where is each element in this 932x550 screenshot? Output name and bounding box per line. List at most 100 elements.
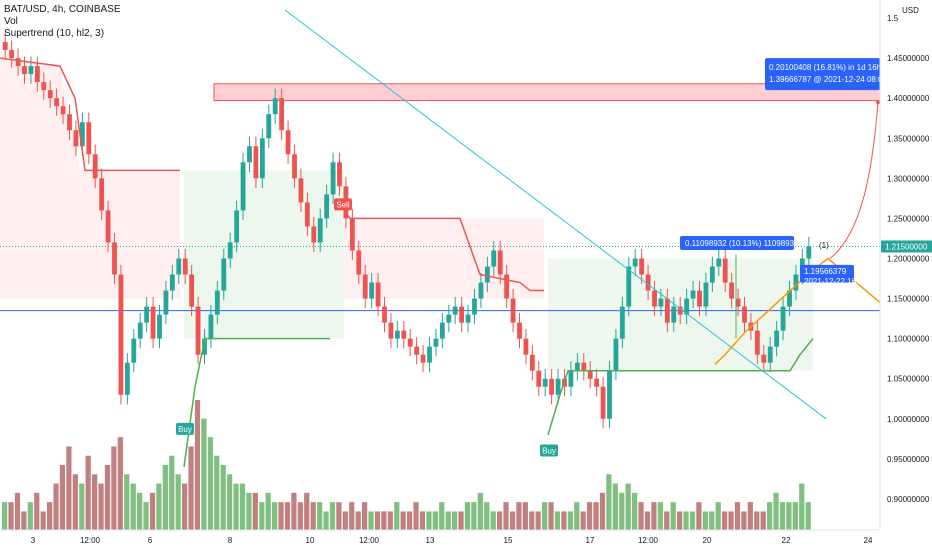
measure-tag-line1: 0.11098932 (10.13%) 11098932: [685, 239, 799, 248]
candle-body: [54, 98, 60, 107]
volume-bar: [612, 483, 618, 530]
supertrend-down-line-1: [0, 57, 180, 172]
volume-bar: [117, 437, 123, 530]
candle-body: [105, 210, 111, 243]
volume-bar: [175, 474, 181, 530]
y-tick-label: 1.45000000: [887, 54, 930, 63]
candle-body: [574, 362, 580, 371]
volume-bar: [220, 465, 226, 530]
volume-bar: [349, 502, 355, 530]
x-tick-label: 17: [586, 536, 595, 545]
candle-body: [163, 290, 169, 315]
volume-bar: [619, 492, 625, 530]
candle-body: [504, 274, 510, 299]
candle-body: [806, 246, 812, 259]
candle-body: [735, 298, 741, 307]
sell-signal-label: Sell: [336, 200, 350, 209]
candle-body: [478, 282, 484, 299]
candle-body: [259, 138, 265, 179]
candle-body: [131, 338, 137, 363]
volume-bar: [593, 502, 599, 530]
buy-signal-1-bg: [176, 422, 194, 435]
candle-body: [716, 258, 722, 267]
volume-bar: [651, 502, 657, 530]
candle-body: [362, 274, 368, 299]
y-tick-label: 1.05000000: [887, 375, 930, 384]
chart-legend: BAT/USD, 4h, COINBASE Vol Supertrend (10…: [4, 4, 121, 40]
volume-bar: [445, 511, 451, 530]
candle-body: [253, 146, 259, 179]
volume-bar: [484, 502, 490, 530]
volume-bar: [677, 511, 683, 530]
candle-body: [394, 330, 400, 339]
candle-body: [86, 122, 92, 155]
candle-body: [613, 338, 619, 371]
candle-body: [60, 106, 66, 115]
candle-body: [337, 162, 342, 187]
volume-bar: [304, 492, 310, 530]
candle-body: [34, 66, 40, 83]
volume-bar: [8, 502, 14, 530]
candle-body: [594, 378, 600, 387]
volume-bar: [632, 492, 638, 530]
volume-bar: [317, 502, 323, 530]
volume-bar: [561, 511, 567, 530]
volume-bar: [149, 492, 156, 530]
volume-bar: [696, 502, 702, 530]
volume-bar: [27, 502, 33, 530]
candle-body: [137, 322, 143, 339]
volume-bar: [516, 502, 522, 530]
volume-bar: [246, 492, 252, 530]
candle-body: [285, 130, 291, 155]
y-tick-label: 1.40000000: [887, 94, 930, 103]
candle-body: [169, 274, 175, 291]
candle-body: [47, 90, 53, 99]
volume-bar: [554, 511, 561, 530]
candle-body: [709, 266, 715, 283]
candle-body: [234, 210, 240, 243]
candle-body: [452, 306, 458, 315]
volume-bar: [98, 483, 104, 530]
candle-body: [73, 130, 79, 147]
volume-bar: [509, 511, 516, 530]
volume-bar: [169, 455, 175, 530]
volume-bar: [40, 511, 46, 530]
volume-bar: [79, 483, 85, 530]
volume-bar: [709, 511, 715, 530]
candle-body: [671, 306, 677, 323]
candle-body: [247, 146, 252, 163]
volume-bar: [535, 511, 541, 530]
projection-curve: [829, 102, 879, 259]
candle-body: [324, 194, 330, 219]
y-tick-label: 1.15000000: [887, 295, 930, 304]
volume-bar: [779, 502, 786, 530]
volume-bar: [92, 474, 98, 530]
candle-body: [304, 202, 310, 227]
candle-body: [433, 338, 439, 347]
low-tag-bg: [800, 264, 854, 283]
volume-bar: [497, 511, 503, 530]
candle-body: [677, 306, 683, 315]
volume-bar: [355, 511, 361, 530]
volume-bar: [715, 502, 721, 530]
volume-bar: [657, 502, 663, 530]
volume-bar: [207, 437, 213, 530]
candle-body: [697, 290, 702, 307]
candle-body: [298, 178, 304, 203]
candle-body: [41, 82, 47, 91]
volume-bar: [104, 465, 111, 530]
volume-bar: [233, 483, 239, 530]
volume-bar: [342, 511, 348, 530]
x-tick-label: 20: [703, 536, 712, 545]
candle-body: [632, 258, 638, 267]
volume-bar: [683, 511, 689, 530]
candle-body: [536, 370, 542, 387]
candle-body: [645, 274, 651, 291]
y-tick-label: 1.10000000: [887, 335, 930, 344]
legend-symbol: BAT/USD, 4h, COINBASE: [4, 4, 121, 15]
candle-body: [266, 114, 272, 139]
price-badge-label: 1.21500000: [885, 242, 928, 251]
candle-body: [208, 314, 214, 339]
volume-bar: [548, 502, 554, 530]
